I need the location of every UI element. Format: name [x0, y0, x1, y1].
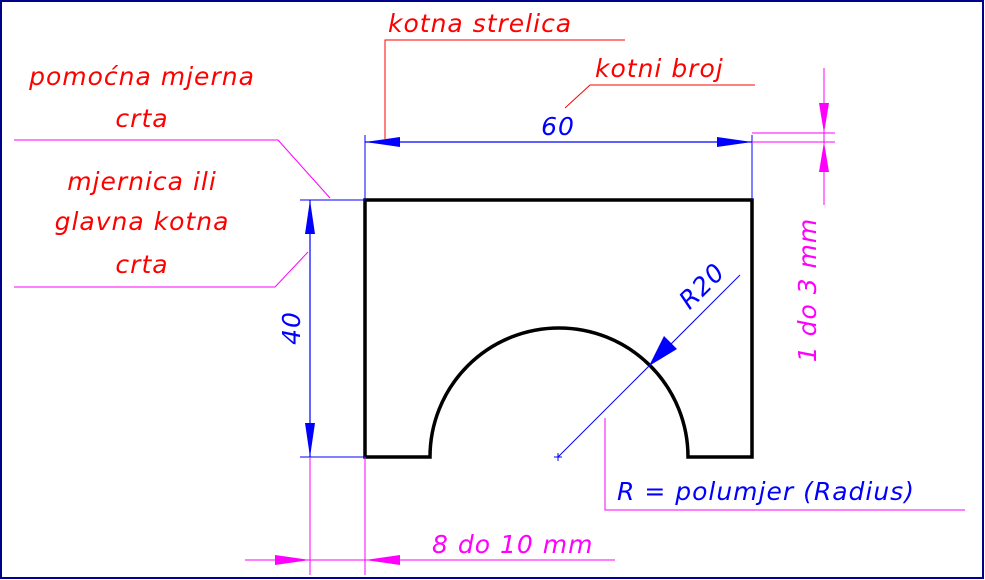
height-dimension-text: 40	[277, 311, 306, 345]
annotation-lines	[14, 68, 965, 575]
pomocna-label-line2: crta	[115, 104, 168, 133]
mjernica-label-line1: mjernica ili	[67, 167, 217, 196]
radius-legend: R = polumjer (Radius)	[617, 477, 915, 506]
mjernica-label-line3: crta	[115, 250, 168, 279]
annotation-arrows	[275, 103, 829, 565]
radius-legend-prefix: R = polumjer (	[617, 477, 814, 506]
pomocna-label-line1: pomoćna mjerna	[28, 62, 255, 91]
kotni-broj-label: kotni broj	[595, 54, 724, 83]
callout-leaders	[384, 39, 755, 140]
dimension-arrows	[305, 137, 752, 457]
spacing-note: 8 do 10 mm	[432, 530, 593, 559]
arrow-gap-note: 1 do 3 mm	[793, 218, 822, 363]
mjernica-label-line2: glavna kotna	[55, 207, 230, 236]
part-outline	[363, 198, 754, 459]
width-dimension-text: 60	[541, 112, 575, 141]
radius-legend-word: Radius	[814, 477, 904, 506]
radius-legend-suffix: )	[902, 477, 915, 506]
center-mark	[554, 453, 562, 461]
kotna-strelica-label: kotna strelica	[388, 9, 572, 38]
dimension-lines	[309, 141, 752, 457]
radius-dimension-text: R20	[673, 257, 730, 314]
